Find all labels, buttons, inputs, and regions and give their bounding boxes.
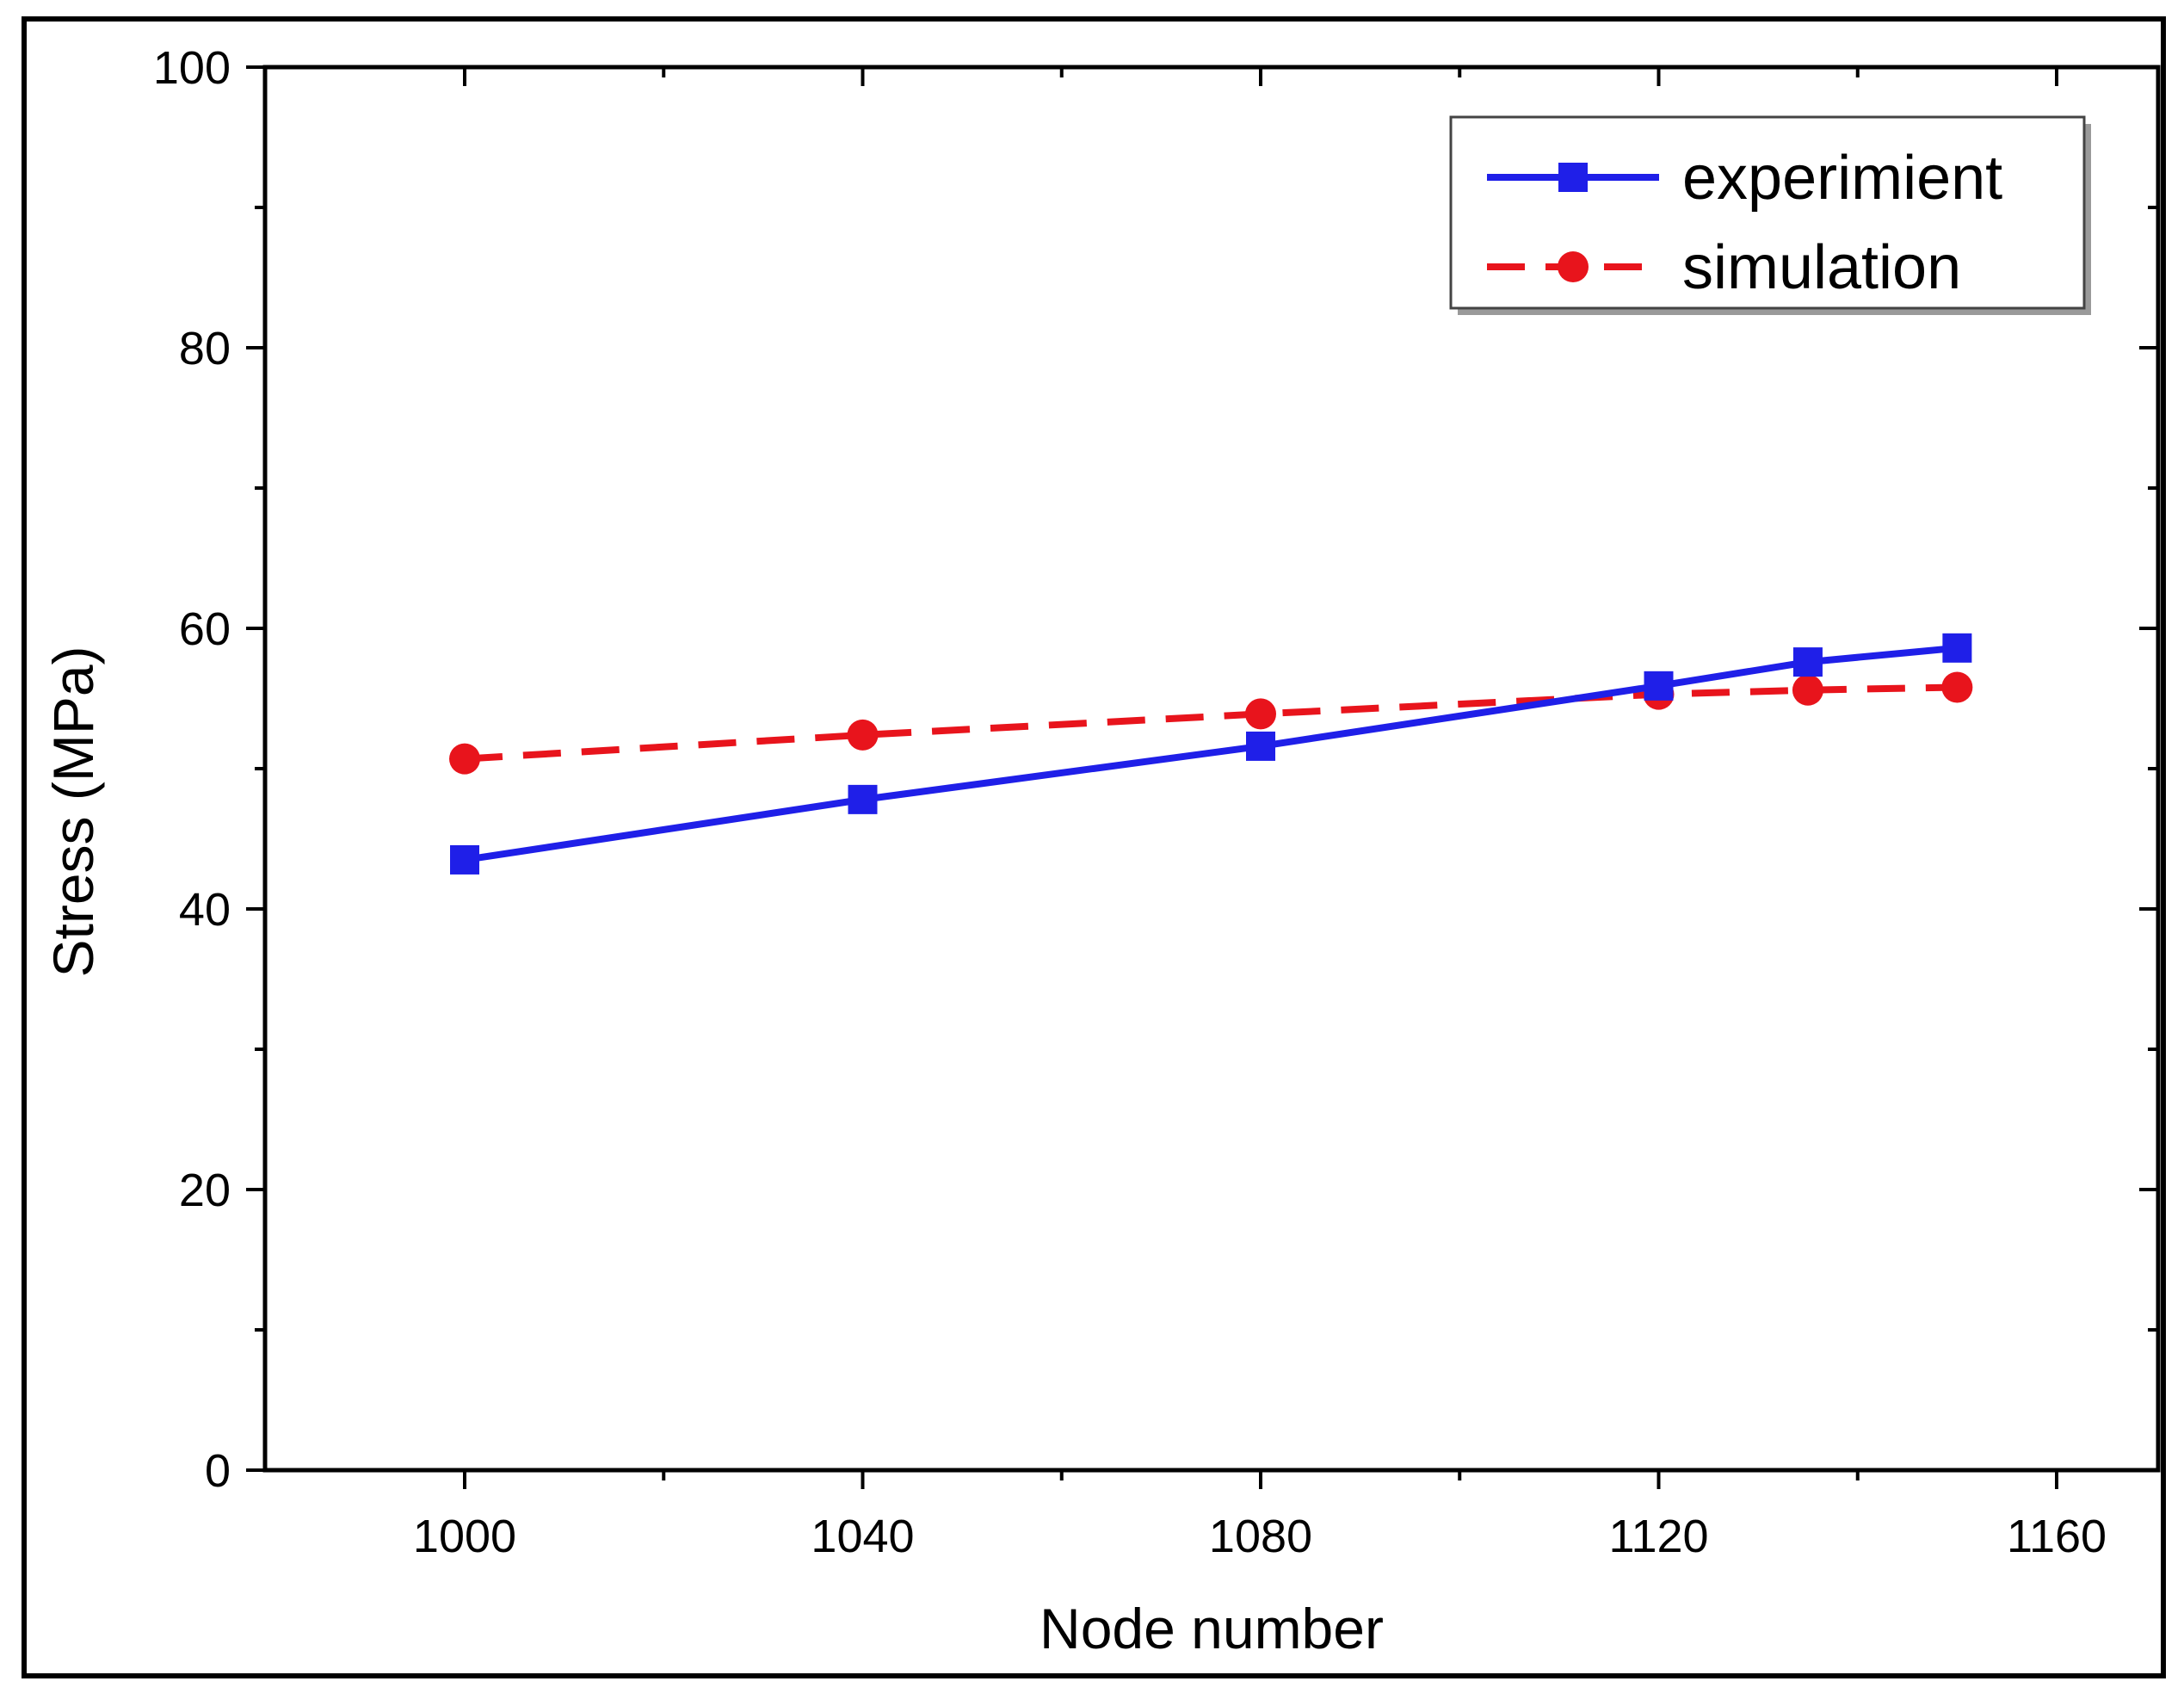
data-point-simulation	[847, 719, 879, 751]
legend-box	[1449, 115, 2086, 310]
legend: experimient simulation	[1449, 115, 2091, 315]
series-line-simulation	[464, 683, 1958, 763]
y-tick-label: 0	[205, 1445, 231, 1497]
x-tick-label: 1040	[811, 1511, 914, 1562]
x-tick-label: 1160	[2007, 1511, 2107, 1562]
data-point-experimient	[1792, 647, 1823, 677]
y-tick-label: 20	[179, 1165, 231, 1216]
data-point-experimient	[1246, 731, 1275, 761]
y-tick-label: 40	[179, 884, 231, 936]
data-point-experimient	[450, 844, 479, 875]
y-tick-label: 80	[179, 323, 231, 374]
y-tick-label: 60	[179, 603, 231, 655]
legend-marker-experimient	[1558, 163, 1588, 192]
series-layer	[449, 633, 1973, 875]
x-axis-title: Node number	[1040, 1597, 1384, 1660]
x-tick-label: 1120	[1608, 1511, 1708, 1562]
tick-labels: 1000 1040 1080 1120 1160 0 20 40 60 80 100	[153, 42, 2107, 1562]
x-tick-label: 1080	[1209, 1511, 1312, 1562]
data-point-experimient	[1644, 671, 1674, 701]
data-point-experimient	[1942, 633, 1972, 663]
legend-label-simulation: simulation	[1682, 233, 1961, 302]
x-tick-label: 1000	[413, 1511, 516, 1562]
data-point-experimient	[848, 784, 878, 814]
legend-label-experimient: experimient	[1682, 144, 2002, 213]
data-point-simulation	[1245, 698, 1276, 730]
data-point-simulation	[1792, 674, 1823, 706]
y-axis-title: Stress (MPa)	[41, 646, 105, 977]
series-line-experimient	[464, 644, 1958, 863]
axis-ticks	[246, 65, 2158, 1489]
data-point-simulation	[449, 743, 480, 775]
legend-marker-simulation	[1558, 251, 1589, 282]
y-tick-label: 100	[153, 42, 231, 94]
data-point-simulation	[1941, 671, 1973, 703]
